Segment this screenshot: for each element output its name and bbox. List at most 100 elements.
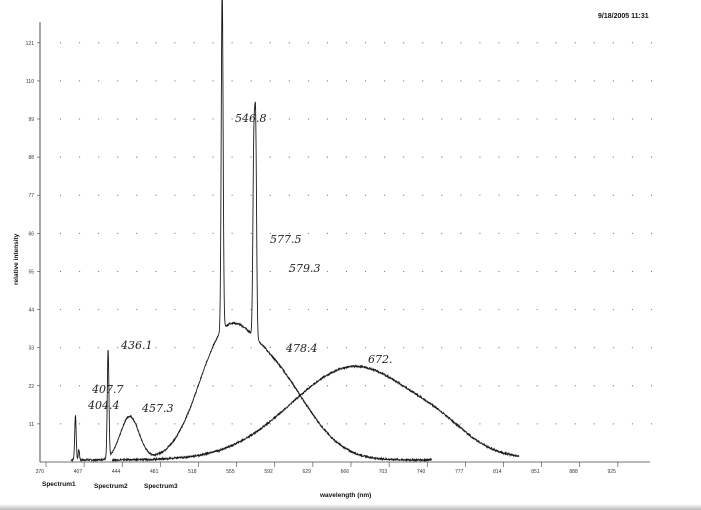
grid-dot [136, 308, 138, 311]
axis-ticks: 11 22 33 44 55 66 77 88 99 110 121 370 407 444 481 518 5… [26, 41, 619, 475]
grid-dot [612, 194, 614, 196]
grid-dot [631, 270, 634, 273]
grid-dot [98, 347, 100, 349]
grid-dot [422, 423, 424, 425]
x-tick-label: 370 [36, 469, 45, 475]
grid-dot [345, 42, 348, 44]
grid-dot [460, 118, 462, 120]
grid-dot [117, 232, 119, 234]
grid-dot [555, 347, 557, 349]
grid-dot [212, 385, 214, 387]
grid-dot [384, 194, 386, 196]
grid-dot [631, 80, 634, 82]
grid-dot [155, 347, 157, 349]
grid-dot [536, 232, 538, 234]
grid-dot [136, 423, 138, 425]
grid-dot [59, 232, 62, 234]
grid-dot [479, 270, 481, 273]
annotation-404-4: 404.4 [87, 399, 120, 412]
grid-dot [441, 347, 443, 349]
grid-dot [403, 232, 405, 234]
grid-dot [155, 80, 157, 82]
grid-dot [555, 42, 557, 44]
grid-dot [288, 118, 290, 120]
grid-dot [612, 423, 614, 425]
grid-dot [79, 232, 81, 234]
grid-dot [307, 42, 309, 44]
grid-dot [498, 270, 500, 273]
grid-dot [422, 118, 424, 120]
grid-dot [79, 80, 81, 82]
grid-dot [441, 194, 443, 196]
grid-dot [517, 423, 519, 425]
grid-dot [364, 80, 367, 82]
grid-dot [155, 385, 157, 387]
grid-dot [155, 423, 157, 425]
grid-dot [345, 270, 348, 273]
grid-dot [326, 156, 329, 158]
x-tick-label: 518 [188, 469, 197, 475]
grid-dot [269, 194, 271, 196]
grid-dot [364, 42, 367, 44]
grid-dot [593, 232, 595, 234]
grid-dot [460, 80, 462, 82]
grid-dot [650, 118, 653, 120]
grid-dot [231, 347, 233, 349]
grid-dot [441, 385, 443, 387]
grid-dot [174, 347, 176, 349]
grid-dot [517, 156, 519, 158]
grid-dot [422, 347, 424, 349]
grid-dot [98, 80, 100, 82]
grid-dot [288, 423, 290, 425]
grid-dot [593, 308, 595, 311]
grid-dot [345, 194, 348, 196]
annotation-546-8: 546.8 [235, 112, 267, 125]
grid-dot [364, 118, 367, 120]
series-group [70, 0, 520, 463]
grid-dot [307, 270, 309, 273]
grid-dots [59, 42, 653, 425]
grid-dot [498, 156, 500, 158]
grid-dot [441, 118, 443, 120]
grid-dot [269, 42, 271, 44]
grid-dot [193, 80, 195, 82]
grid-dot [574, 156, 576, 158]
grid-dot [479, 232, 481, 234]
grid-dot [269, 118, 271, 120]
grid-dot [174, 194, 176, 196]
grid-dot [574, 385, 576, 387]
grid-dot [326, 385, 329, 387]
grid-dot [574, 423, 576, 425]
y-tick-label: 22 [28, 384, 34, 390]
grid-dot [155, 42, 157, 44]
x-tick-label: 925 [608, 469, 617, 475]
grid-dot [460, 232, 462, 234]
grid-dot [136, 385, 138, 387]
grid-dot [345, 385, 348, 387]
x-tick-label: 629 [303, 469, 312, 475]
grid-dot [574, 80, 576, 82]
grid-dot [593, 423, 595, 425]
x-tick-label: 666 [341, 469, 350, 475]
grid-dot [593, 270, 595, 273]
grid-dot [345, 308, 348, 311]
x-tick-label: 444 [112, 469, 121, 475]
grid-dot [250, 156, 252, 158]
grid-dot [288, 156, 290, 158]
grid-dot [79, 118, 81, 120]
grid-dot [212, 80, 214, 82]
annotation-672-: 672. [368, 353, 393, 366]
grid-dot [307, 232, 309, 234]
grid-dot [536, 347, 538, 349]
grid-dot [574, 347, 576, 349]
grid-dot [364, 194, 367, 196]
grid-dot [384, 385, 386, 387]
grid-dot [631, 156, 634, 158]
grid-dot [403, 423, 405, 425]
grid-dot [536, 308, 538, 311]
grid-dot [460, 308, 462, 311]
grid-dot [498, 308, 500, 311]
grid-dot [364, 385, 367, 387]
grid-dot [193, 423, 195, 425]
series-line-2 [111, 364, 520, 463]
